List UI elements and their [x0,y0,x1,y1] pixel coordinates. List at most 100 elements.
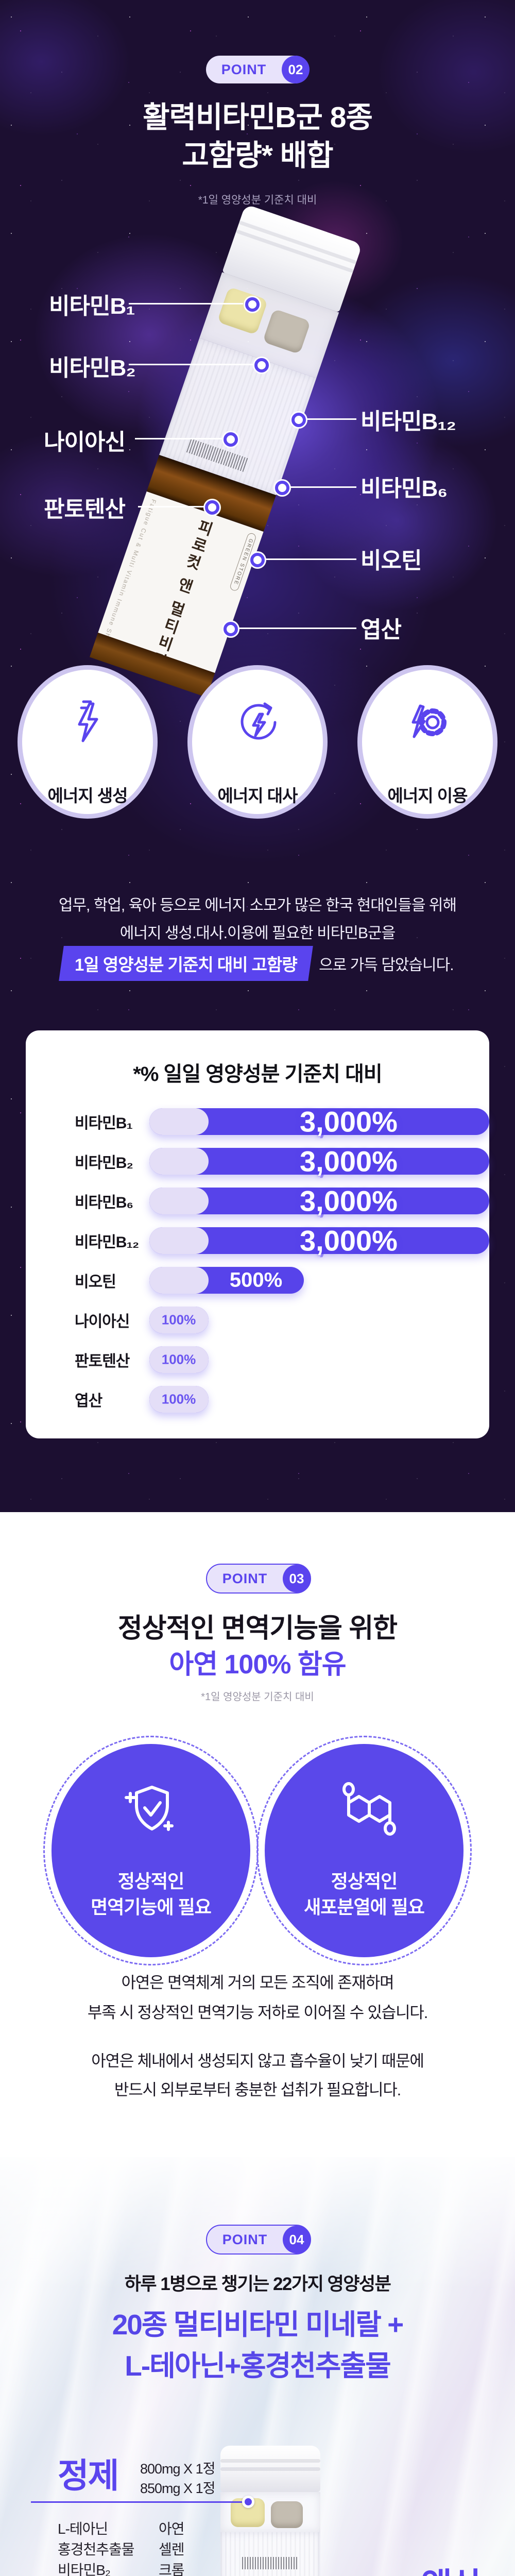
nutrient-chart-card: *% 일일 영양성분 기준치 대비 비타민B₁ 3,000% 비타민B₂ 3,0… [26,1030,489,1438]
callout-vitamin-b2: 비타민B₂ [49,355,136,381]
callout-biotin: 비오틴 [360,548,422,573]
callout-dot [224,432,238,447]
point02-desc-line1: 업무, 학업, 육아 등으로 에너지 소모가 많은 한국 현대인들을 위해 [58,897,457,914]
point-badge-label: POINT [221,61,267,77]
highlight-chip: 1일 영양성분 기준치 대비 고함량 [59,946,313,981]
callout-dot [291,413,306,427]
ingredient-item: 홍경천추출물 [58,2541,135,2557]
chart-row-folic-acid: 엽산 100% [49,1386,466,1413]
chart-row-vitamin-b6: 비타민B₆ 3,000% [49,1185,489,1217]
point04-title-line1: 20종 멀티비타민 미네랄 + [112,2309,404,2341]
desc-suffix: 으로 가득 담았습니다. [319,957,454,974]
callout-vitamin-b6: 비타민B₆ [360,476,448,501]
benefit-label: 에너지 생성 [47,786,128,805]
product-bottle-upright: Fatigue Cut & Multi Vitamin Immune Shot … [220,2446,320,2576]
barcode [242,2557,299,2569]
callout-pantothenic-acid: 판토텐산 [44,497,126,522]
section-point03: POINT 03 정상적인 면역기능을 위한 아연 100% 함유 *1일 영양… [0,1512,515,2157]
benefit-circle-energy-utilization: 에너지 이용 [357,665,497,819]
chart-value: 3,000% [300,1105,398,1138]
point04-badge: POINT 04 [206,2225,311,2255]
chart-row-biotin: 비오틴 500% [49,1267,466,1294]
chart-row-label: 비타민B₂ [75,1155,133,1172]
ingredient-item: 크롬 [159,2562,185,2576]
chart-value: 3,000% [300,1145,398,1178]
chart-value: 3,000% [300,1184,398,1217]
highlight-chip-text: 1일 영양성분 기준치 대비 고함량 [75,955,298,974]
point-badge-label: POINT [222,1570,268,1586]
point-badge-number: 04 [283,2226,311,2253]
point02-subtitle: *1일 영양성분 기준치 대비 [198,194,317,206]
point02-desc-line3: 1일 영양성분 기준치 대비 고함량 으로 가득 담았습니다. [0,946,515,981]
point-badge-number: 02 [282,56,310,83]
chart-row-label: 비타민B₆ [75,1194,133,1211]
benefit-circle-energy-generation: 에너지 생성 [18,665,158,819]
tablet-heading: 정제 [58,2456,119,2495]
chart-row-label: 비타민B₁₂ [75,1234,139,1251]
tablet-chamber [220,2492,320,2532]
point03-title-line2: 아연 100% 함유 [169,1650,346,1680]
chart-row-vitamin-b12: 비타민B₁₂ 3,000% [49,1225,489,1257]
callout-dot [275,481,289,495]
benefit-circle-energy-metabolism: 에너지 대사 [187,665,328,819]
ingredient-item: L-테아닌 [58,2521,108,2537]
tablet-spec-2: 850mg X 1정 [140,2481,215,2496]
zinc-card-line1: 정상적인 [331,1871,398,1892]
ingredient-item: 아연 [159,2521,185,2537]
energy-cycle-icon [233,697,282,749]
callout-dot [205,500,219,515]
zinc-card-line2: 면역기능에 필요 [91,1896,212,1918]
callout-vitamin-b1: 비타민B₁ [49,294,135,319]
point03-paragraph1-line2: 부족 시 정상적인 면역기능 저하로 이어질 수 있습니다. [87,2004,428,2022]
chart-value: 100% [161,1351,196,1367]
bolt-icon [63,697,112,749]
tablet-yellow [217,286,268,335]
chart-row-vitamin-b1: 비타민B₁ 3,000% [49,1106,489,1138]
tablet-beige [271,2501,303,2528]
leader-line [129,303,243,304]
energy-gear-icon [403,697,452,749]
section-point02: POINT 02 활력비타민B군 8종 고함량* 배합 *1일 영양성분 기준치… [0,0,515,1512]
leader-line [264,558,356,560]
callout-vitamin-b12: 비타민B₁₂ [360,409,456,434]
point-badge-label: POINT [222,2231,268,2247]
chart-value: 3,000% [300,1224,398,1257]
chart-row-label: 판토텐산 [75,1353,130,1370]
point03-paragraph2-line2: 반드시 외부로부터 충분한 섭취가 필요합니다. [114,2081,401,2099]
shield-check-icon [115,1776,187,1851]
point04-title-line2: L-테아닌+홍경천추출물 [125,2350,391,2382]
tablet-spec-1: 800mg X 1정 [140,2461,215,2477]
point03-subtitle: *1일 영양성분 기준치 대비 [201,1691,314,1703]
leader-line [238,628,356,629]
callout-folic-acid: 엽산 [360,617,402,642]
tablet-beige [262,308,311,354]
point03-paragraph2-line1: 아연은 체내에서 생성되지 않고 흡수율이 낮기 때문에 [91,2052,424,2070]
chart-title: *% 일일 영양성분 기준치 대비 [133,1063,382,1086]
benefit-label: 에너지 이용 [387,786,468,805]
chart-row-label: 엽산 [75,1393,102,1410]
ingredient-item: 셀렌 [159,2541,185,2557]
point03-badge: POINT 03 [206,1564,311,1594]
point03-paragraph1-line1: 아연은 면역체계 거의 모든 조직에 존재하며 [121,1974,394,1992]
leader-line [138,506,204,507]
point03-title-line1: 정상적인 면역기능을 위한 [117,1614,398,1643]
molecule-icon [325,1776,403,1851]
callout-dot [254,358,269,372]
zinc-card-line1: 정상적인 [117,1871,184,1892]
point02-title-line1: 활력비타민B군 8종 [143,101,373,134]
point04-subtitle: 하루 1병으로 챙기는 22가지 영양성분 [124,2274,391,2294]
bottle-sleeve [220,2532,320,2576]
point02-title-line2: 고함량* 배합 [182,139,333,172]
point-badge-number: 03 [283,1565,311,1592]
leader-line-tablet [31,2501,243,2503]
callout-dot [224,622,238,636]
chart-row-label: 비오틴 [75,1274,116,1291]
callout-niacin: 나이아신 [44,430,126,455]
chart-value: 100% [161,1312,196,1328]
callout-dot [242,2496,254,2508]
chart-row-pantothenic-acid: 판토텐산 100% [49,1346,466,1373]
chart-row-label: 나이아신 [75,1313,130,1330]
chart-value: 100% [161,1391,196,1407]
benefit-label: 에너지 대사 [217,786,298,805]
